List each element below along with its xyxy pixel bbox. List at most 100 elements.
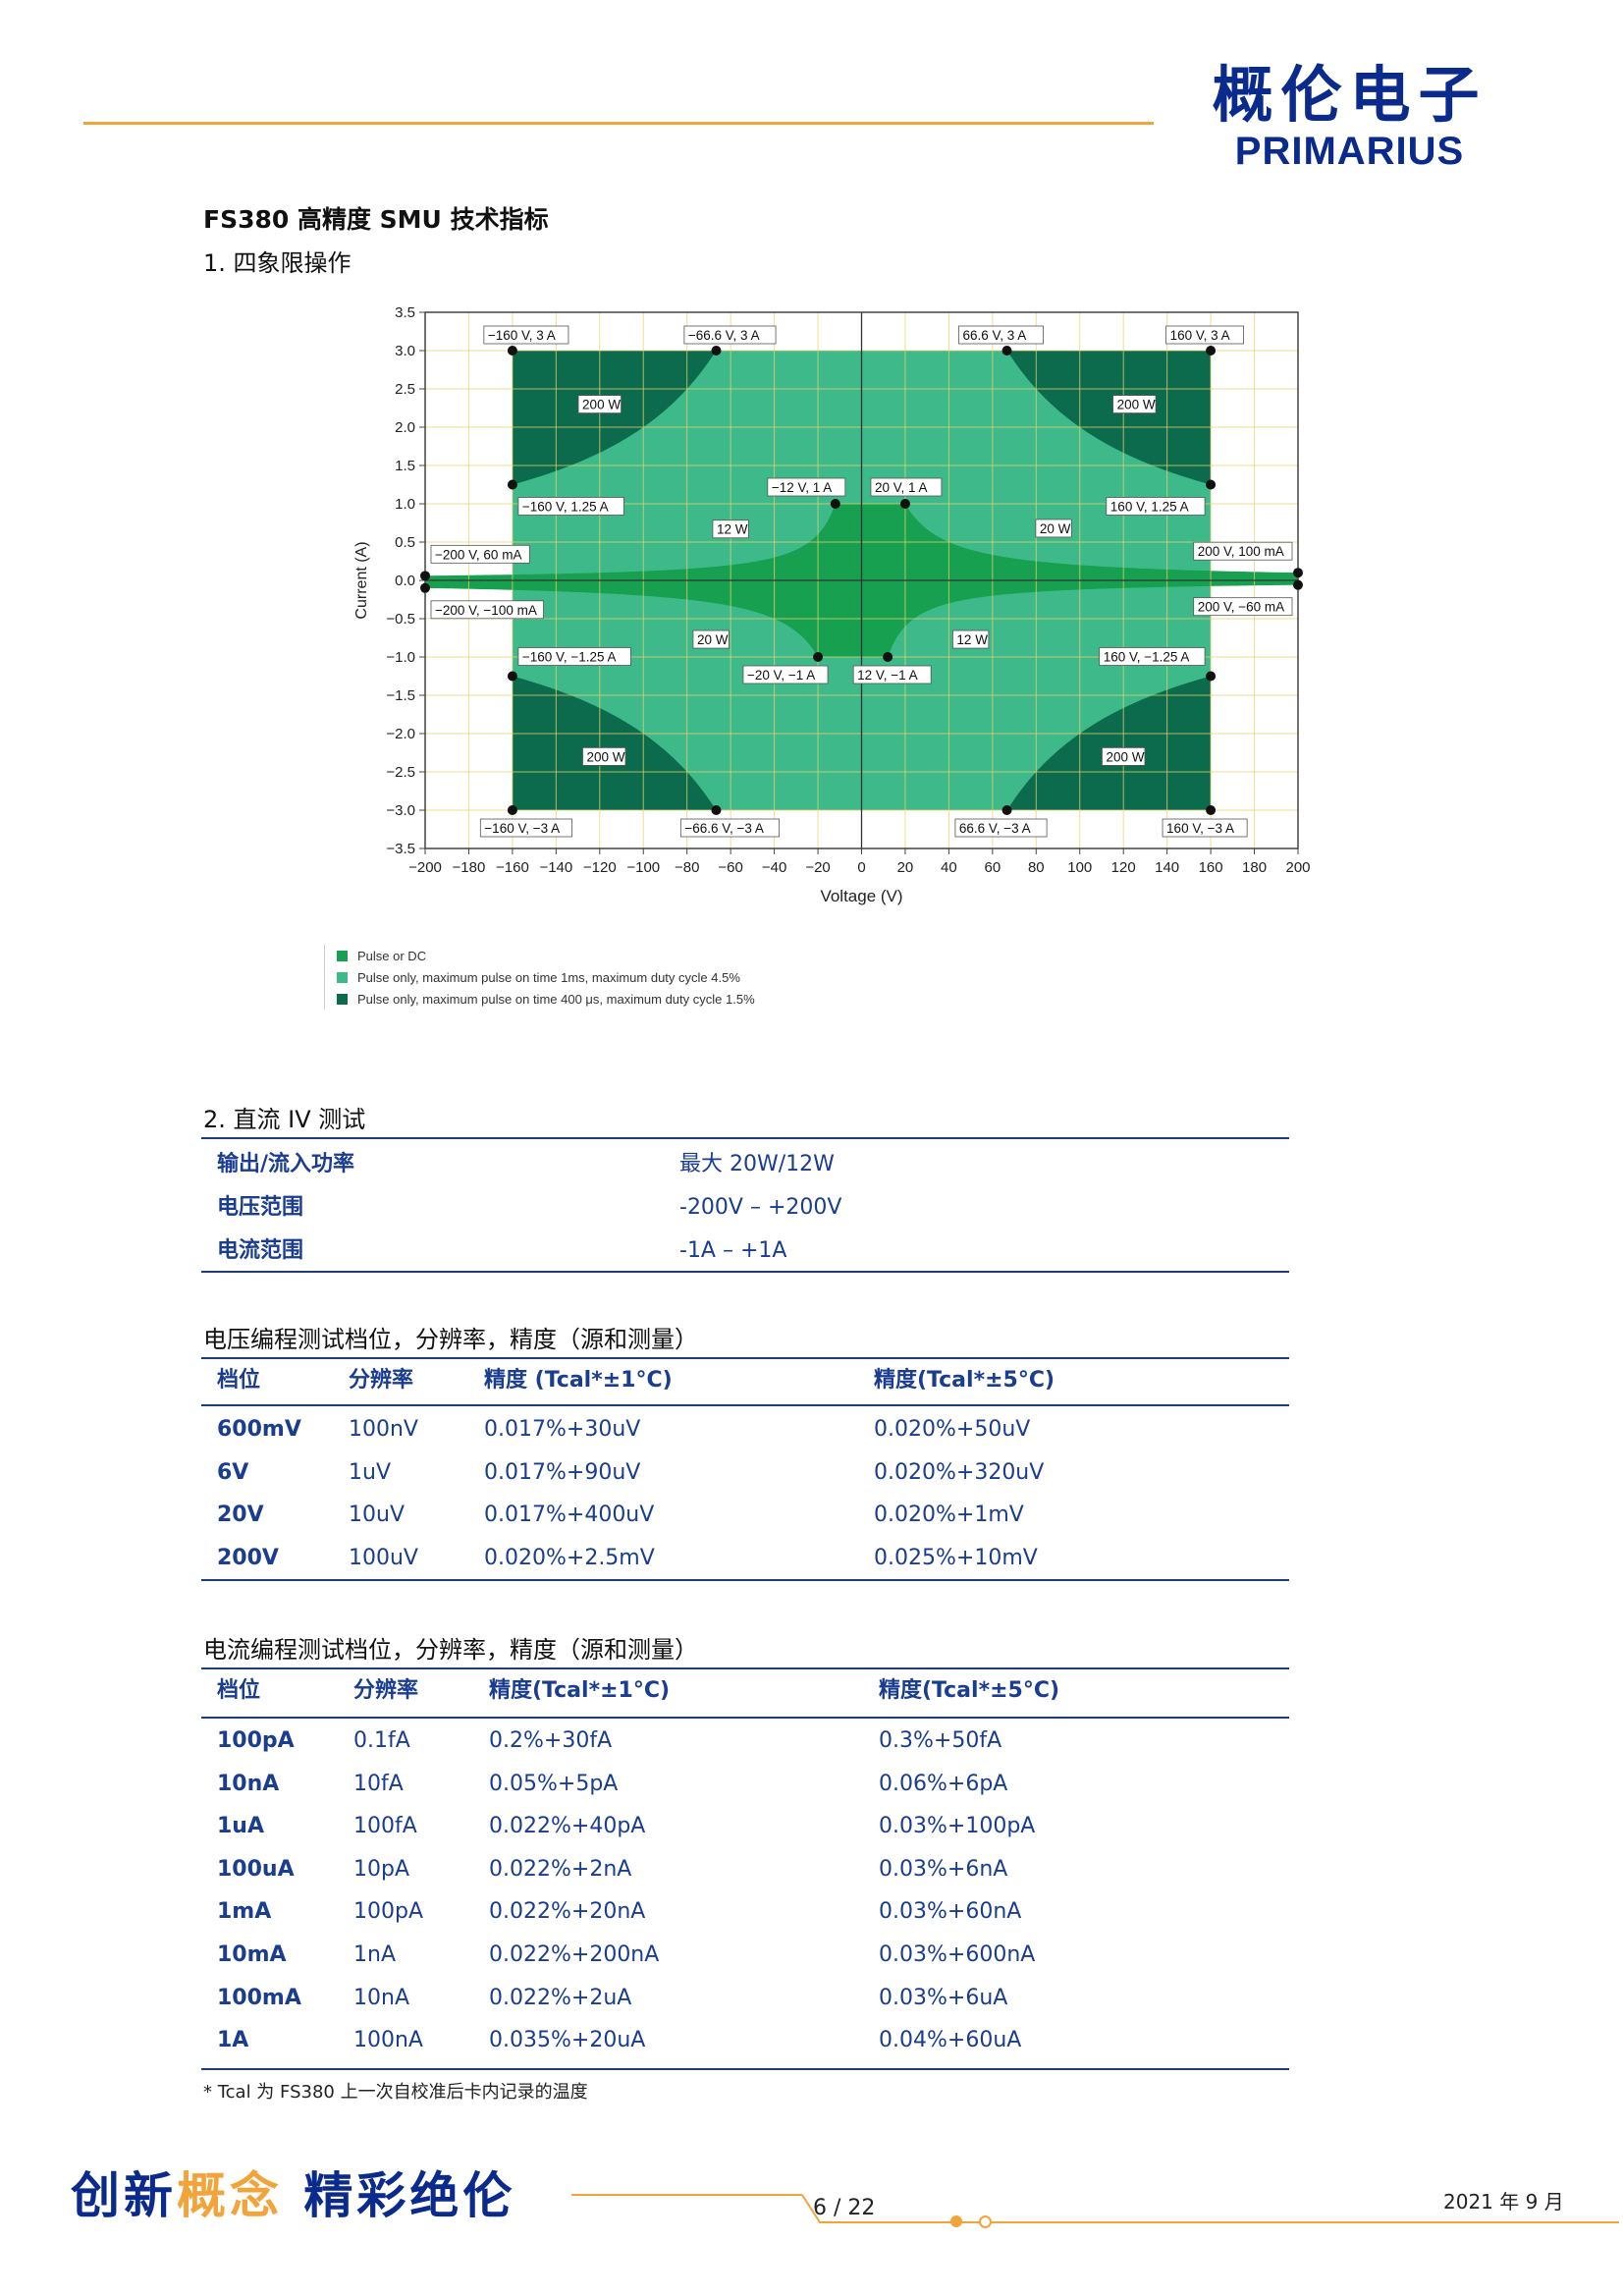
x-tick-label: −20 (805, 859, 830, 876)
power-label: 200 W (582, 398, 621, 412)
accuracy-cell: 0.03%+6nA (879, 1856, 1008, 1882)
col-header: 分辨率 (349, 1368, 414, 1393)
accuracy-cell: 0.05%+5pA (489, 1771, 619, 1796)
power-label-box (577, 395, 622, 413)
accuracy-cell: 0.020%+1mV (874, 1503, 1024, 1527)
footer-dot (950, 2215, 962, 2227)
resolution-cell: 100nA (353, 2028, 423, 2053)
data-point (420, 571, 430, 581)
x-tick-label: −80 (675, 859, 699, 876)
x-tick-label: −160 (496, 859, 529, 876)
data-point (711, 805, 722, 815)
power-label: 20 W (697, 632, 729, 647)
y-tick-label: 2.5 (395, 381, 415, 398)
resolution-cell: 0.1fA (353, 1728, 410, 1753)
logo-en: PRIMARIUS (1234, 130, 1465, 173)
legend-item: Pulse only, maximum pulse on time 1ms, m… (337, 966, 755, 988)
point-label-box (483, 325, 569, 345)
accuracy-cell: 0.03%+100pA (879, 1814, 1036, 1839)
x-tick-label: 140 (1155, 859, 1179, 876)
point-label-box (954, 818, 1048, 838)
resolution-cell: 100fA (353, 1814, 417, 1839)
y-tick-label: −2.0 (386, 726, 415, 742)
section-quadrant-title: 1. 四象限操作 (203, 249, 352, 277)
col-header: 精度(Tcal*±1°C) (489, 1678, 671, 1703)
accuracy-cell: 0.025%+10mV (874, 1545, 1038, 1570)
accuracy-cell: 0.022%+2uA (489, 1985, 632, 2010)
data-point (507, 671, 517, 682)
power-label: 200 W (1117, 398, 1156, 412)
pulse-400us-region (512, 676, 717, 810)
table-header-row: 档位 分辨率 精度(Tcal*±1°C) 精度(Tcal*±5°C) (201, 1671, 1289, 1711)
publish-date: 2021 年 9 月 (1443, 2190, 1564, 2214)
x-tick-label: −140 (539, 859, 572, 876)
y-tick-label: 1.0 (395, 496, 415, 513)
resolution-cell: 100uV (349, 1545, 418, 1570)
power-label-box (582, 746, 626, 766)
resolution-cell: 100pA (353, 1899, 424, 1925)
dc-value: -1A – +1A (679, 1238, 787, 1263)
point-label: −160 V, 1.25 A (522, 500, 609, 515)
y-tick-label: 3.5 (395, 304, 415, 321)
x-axis-label: Voltage (V) (820, 887, 902, 905)
point-label: −200 V, 60 mA (435, 547, 521, 562)
table-row: 100mA 10nA 0.022%+2uA 0.03%+6uA (201, 1979, 1289, 2018)
accuracy-cell: 0.03%+60nA (879, 1899, 1022, 1925)
table-row: 10mA 1nA 0.022%+200nA 0.03%+600nA (201, 1936, 1289, 1975)
y-tick-label: 0.5 (395, 534, 415, 551)
slogan-part: 精彩绝伦 (303, 2166, 516, 2224)
col-header: 精度 (Tcal*±1°C) (484, 1368, 673, 1393)
dc-value: -200V – +200V (679, 1195, 842, 1220)
point-label: −66.6 V, 3 A (688, 328, 760, 343)
point-label: 160 V, 3 A (1170, 328, 1230, 343)
accuracy-cell: 0.06%+6pA (879, 1771, 1008, 1796)
power-label: 20 W (1040, 521, 1071, 536)
point-label: 66.6 V, −3 A (959, 821, 1031, 836)
y-tick-label: 1.5 (395, 458, 415, 474)
resolution-cell: 100nV (349, 1417, 418, 1442)
x-tick-label: −200 (408, 859, 442, 876)
col-header: 精度(Tcal*±5°C) (874, 1368, 1055, 1393)
accuracy-cell: 0.035%+20uA (489, 2028, 646, 2053)
table-row: 电压范围 -200V – +200V (201, 1188, 1289, 1228)
data-point (1293, 568, 1303, 578)
data-point (420, 582, 430, 593)
power-label-box (952, 629, 990, 649)
x-tick-label: 100 (1067, 859, 1092, 876)
x-tick-label: 40 (941, 859, 957, 876)
point-label-box (767, 477, 846, 497)
resolution-cell: 1nA (353, 1942, 396, 1967)
power-label: 200 W (586, 749, 624, 764)
logo-cn: 概伦电子 (1212, 59, 1488, 131)
point-label: −160 V, 3 A (488, 328, 556, 343)
range-cell: 6V (217, 1459, 249, 1485)
legend-item: Pulse or DC (337, 945, 755, 966)
voltage-table-caption: 电压编程测试档位，分辨率，精度（源和测量） (203, 1326, 698, 1353)
point-label-box (1193, 541, 1293, 561)
dc-label: 输出/流入功率 (217, 1152, 355, 1176)
range-cell: 20V (217, 1503, 264, 1527)
table-header-row: 档位 分辨率 精度 (Tcal*±1°C) 精度(Tcal*±5°C) (201, 1361, 1289, 1400)
y-tick-label: −1.5 (386, 687, 415, 704)
resolution-cell: 1uV (349, 1459, 391, 1485)
legend-label: Pulse or DC (357, 948, 427, 963)
data-point (507, 479, 517, 490)
accuracy-cell: 0.022%+40pA (489, 1814, 646, 1839)
point-label: 20 V, 1 A (875, 480, 928, 495)
accuracy-cell: 0.017%+400uV (484, 1503, 655, 1527)
table-row: 1mA 100pA 0.022%+20nA 0.03%+60nA (201, 1892, 1289, 1932)
data-point (1293, 579, 1303, 590)
footer-rule (997, 2221, 1619, 2223)
dc-value: 最大 20W/12W (679, 1152, 835, 1176)
y-tick-label: −0.5 (386, 611, 415, 628)
point-label: 200 V, −60 mA (1198, 600, 1284, 615)
col-header: 分辨率 (353, 1678, 419, 1703)
data-point (813, 652, 824, 662)
header-rule (83, 122, 1154, 125)
range-cell: 1uA (217, 1814, 264, 1839)
data-point (1206, 479, 1217, 490)
accuracy-cell: 0.022%+2nA (489, 1856, 632, 1882)
accuracy-cell: 0.020%+320uV (874, 1459, 1045, 1485)
table-row: 100uA 10pA 0.022%+2nA 0.03%+6nA (201, 1850, 1289, 1889)
x-tick-label: 0 (857, 859, 865, 876)
